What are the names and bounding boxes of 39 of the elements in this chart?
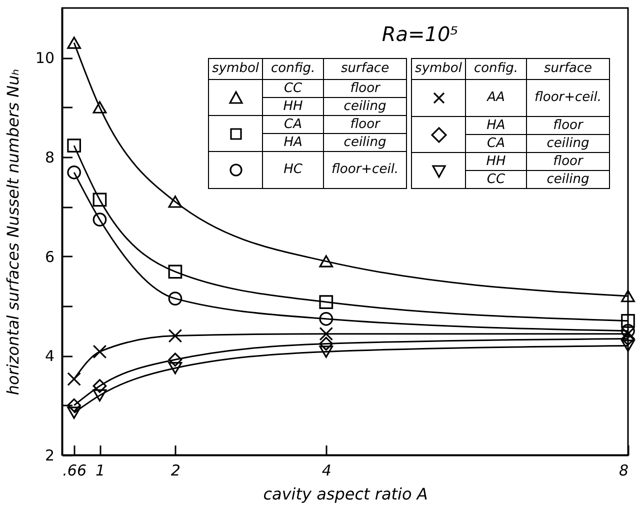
- annotation: ceiling: [324, 134, 407, 152]
- x-tick-label: 8: [618, 462, 628, 480]
- annotation: HH: [466, 152, 526, 170]
- annotation: HC: [262, 152, 324, 188]
- annotation: HA: [466, 116, 526, 134]
- annotation: CA: [262, 116, 324, 134]
- annotation: surface: [526, 58, 610, 80]
- annotation: AA: [466, 80, 526, 116]
- y-tick-label: 4: [44, 347, 54, 366]
- annotation: ceiling: [526, 170, 610, 188]
- x-tick-label: 2: [170, 462, 180, 480]
- annotation: config.: [262, 58, 324, 80]
- annotation: floor+ceil.: [526, 80, 610, 116]
- x-tick-label: 4: [322, 462, 332, 480]
- annotation: symbol: [208, 58, 263, 80]
- annotation: HA: [262, 134, 324, 152]
- annotation: CC: [466, 170, 526, 188]
- y-tick-label: 10: [35, 49, 54, 68]
- annotation: HH: [262, 98, 324, 116]
- annotation: surface: [324, 58, 407, 80]
- y-tick-label: 8: [44, 148, 54, 166]
- x-tick-label: .66: [62, 462, 87, 480]
- x-tick-label: 1: [95, 462, 106, 480]
- annotation: floor: [526, 152, 610, 170]
- annotation: config.: [466, 58, 526, 80]
- annotation: ceiling: [526, 134, 610, 152]
- annotation: floor+ceil.: [324, 152, 407, 188]
- annotation: CA: [466, 134, 526, 152]
- annotation: ceiling: [324, 98, 407, 116]
- annotation: CC: [262, 80, 324, 98]
- y-axis-title: horizontal surfaces Nusselt numbers Nuₕ: [3, 68, 22, 396]
- annotation: floor: [526, 116, 610, 134]
- text: Ra=10⁵: [382, 22, 458, 46]
- annotation: floor: [324, 80, 407, 98]
- annotation: floor: [324, 116, 407, 134]
- annotation: symbol: [412, 58, 466, 80]
- x-axis-title: cavity aspect ratio A: [263, 484, 428, 504]
- y-tick-label: 2: [44, 446, 54, 464]
- y-tick-label: 6: [44, 248, 54, 266]
